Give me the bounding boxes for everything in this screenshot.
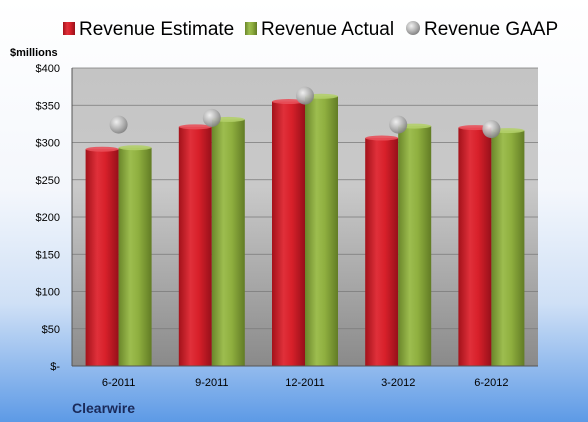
y-tick-label: $400 [36,63,60,75]
company-label: Clearwire [72,400,135,416]
legend-label-actual: Revenue Actual [261,19,394,40]
bar-estimate [272,101,305,367]
legend-item-actual: Revenue Actual [245,19,394,40]
bar-estimate [85,149,119,366]
gaap-markers [109,86,501,139]
unit-label: $millions [10,47,58,59]
x-tick-label: 6-2011 [102,377,135,389]
gaap-marker [296,86,314,105]
y-tick-label: $150 [36,249,60,261]
y-tick-label: $100 [36,287,60,299]
y-tick-label: $200 [36,212,60,224]
gaap-marker [109,115,128,134]
legend: Revenue Estimate Revenue Actual Revenue … [63,19,558,40]
bar-estimate [458,127,492,366]
legend-item-gaap: Revenue GAAP [406,19,558,40]
bar-actual [491,130,525,366]
bar-actual-top [118,145,152,151]
bar-actual [398,126,432,366]
bar-estimate-top [85,146,119,152]
x-tick-label: 9-2011 [195,377,228,389]
legend-swatch-gaap [406,21,420,35]
bar-estimate [365,138,399,366]
y-tick-label: $- [50,361,60,373]
bar-estimate-top [272,99,305,105]
legend-swatch-estimate [63,22,75,35]
x-tick-label: 12-2011 [285,377,325,389]
x-tick-label: 6-2012 [474,377,508,389]
y-tick-label: $250 [36,175,60,187]
bar-actual [211,119,245,366]
bar-actual [118,147,152,366]
gaap-marker [389,115,408,134]
legend-label-estimate: Revenue Estimate [79,19,234,40]
bar-estimate [178,126,212,366]
bar-actual [305,96,338,366]
axes: $- $50 $100 $150 $200 $250 $300 $350 $400 6-2011 9… [36,63,538,389]
bar-estimate-top [178,124,212,130]
legend-item-estimate: Revenue Estimate [63,19,234,40]
legend-label-gaap: Revenue GAAP [424,19,558,40]
gaap-marker [202,108,221,127]
gaap-marker [482,120,501,139]
y-tick-label: $350 [36,100,60,112]
bars [85,93,525,367]
x-tick-label: 3-2012 [381,377,415,389]
y-tick-label: $50 [42,324,60,336]
y-tick-label: $300 [36,138,60,150]
legend-swatch-actual [245,22,257,35]
bar-estimate-top [365,135,399,141]
